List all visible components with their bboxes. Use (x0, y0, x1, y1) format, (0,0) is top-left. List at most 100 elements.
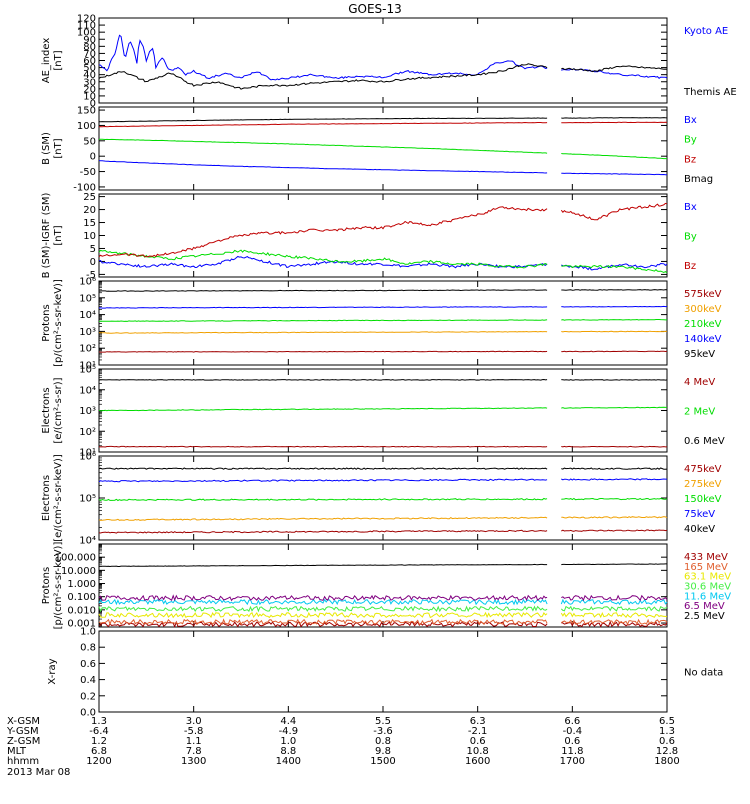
x-axis-value: 6.3 (470, 716, 486, 727)
series-line-Kyoto-AE (98, 34, 668, 81)
series-line-65-MeV (98, 594, 668, 602)
y-axis-label: Electrons (41, 475, 52, 521)
series-line-116-MeV (98, 598, 668, 606)
y-tick-label: 10⁴ (79, 310, 96, 321)
y-axis-label: Protons (41, 567, 52, 604)
y-tick-label: 0.0 (80, 708, 96, 719)
x-axis-value: -5.8 (184, 726, 204, 737)
legend-entry: 95keV (684, 349, 715, 360)
x-axis-value: 1400 (276, 756, 301, 767)
series-line-140keV (98, 305, 668, 309)
series-line-306-MeV (98, 605, 668, 613)
y-tick-label: 10⁴ (79, 536, 96, 547)
series-line-By (98, 249, 668, 274)
legend-entry: 150keV (684, 494, 722, 505)
panel-8: 0.0 0.2 0.4 0.6 0.8 1.0 X-ray No data (47, 627, 723, 719)
y-tick-label: 10² (79, 344, 96, 355)
y-axis-label: B (SM) (41, 132, 52, 165)
y-tick-label: 10⁵ (79, 494, 96, 505)
y-tick-label: -50 (80, 167, 96, 178)
x-axis-value: 1.2 (91, 736, 107, 747)
x-axis-value: 0.6 (470, 736, 486, 747)
y-tick-label: 10⁵ (79, 365, 96, 376)
y-tick-label: 50 (83, 63, 96, 74)
legend-entry: Bx (684, 115, 697, 126)
x-axis-row-label: Y-GSM (6, 726, 39, 737)
date-label: 2013 Mar 08 (7, 767, 70, 778)
series-line-2-MeV (98, 406, 668, 412)
y-tick-label: 15 (83, 218, 96, 229)
x-axis-value: 0.6 (564, 736, 580, 747)
x-axis-row-label: Z-GSM (7, 736, 40, 747)
y-tick-label: 10³ (79, 406, 96, 417)
y-tick-label: 80 (83, 42, 96, 53)
x-axis-value: 1600 (465, 756, 490, 767)
legend-entry: 575keV (684, 289, 722, 300)
y-axis-label: Protons (41, 304, 52, 341)
series-line-75keV (98, 478, 668, 483)
y-axis-label: [nT] (53, 138, 64, 158)
y-tick-label: 120 (77, 14, 96, 25)
y-axis-label: AE_index (41, 38, 52, 84)
y-tick-label: 90 (83, 35, 96, 46)
series-line-40keV (98, 467, 668, 470)
x-axis-value: -0.4 (563, 726, 583, 737)
y-tick-label: 100 (77, 121, 96, 132)
y-axis-label: [p/(cm²-s-sr-keV)] (53, 279, 64, 367)
y-tick-label: 0.8 (80, 643, 96, 654)
y-tick-label: 60 (83, 56, 96, 67)
x-axis-value: 1.1 (186, 736, 202, 747)
y-tick-label: 30 (83, 77, 96, 88)
series-line-06-MeV (98, 378, 668, 381)
y-tick-label: -5 (86, 270, 96, 281)
y-axis-label: [e/(cm²-s-sr-keV)] (53, 454, 64, 542)
y-tick-label: 0.010 (67, 605, 96, 616)
y-tick-label: 100 (77, 28, 96, 39)
legend-entry: 275keV (684, 479, 722, 490)
x-axis-value: 0.8 (375, 736, 391, 747)
x-axis-value: 1.3 (659, 726, 675, 737)
y-tick-label: 50 (83, 136, 96, 147)
x-axis-value: 0.6 (659, 736, 675, 747)
y-tick-label: 0.100 (67, 592, 96, 603)
x-axis-value: 1500 (370, 756, 395, 767)
series-line-575keV (98, 350, 668, 353)
series-line-Bz (98, 121, 668, 128)
panel-6: 10⁴ 10⁵ 10⁶ Electrons [e/(cm²-s-sr-keV)] 475k… (41, 452, 722, 547)
x-axis-value: 1.0 (280, 736, 296, 747)
series-line-210keV (98, 318, 667, 322)
y-tick-label: 10⁶ (79, 452, 96, 463)
x-axis-value: 5.5 (375, 716, 391, 727)
y-tick-label: 20 (83, 84, 96, 95)
legend-entry: 300keV (684, 304, 722, 315)
x-axis-value: -3.6 (373, 726, 393, 737)
x-axis-value: -4.9 (279, 726, 299, 737)
legend-entry: 30.6 MeV (684, 582, 731, 593)
y-tick-label: 70 (83, 49, 96, 60)
y-tick-label: 10² (79, 427, 96, 438)
legend-entry: 165 MeV (684, 562, 728, 573)
panel-7: 0.001 0.010 0.100 1.000 10.000 100.000Protons… (41, 542, 731, 630)
x-axis-value: 1700 (560, 756, 585, 767)
x-axis-value: 3.0 (186, 716, 202, 727)
y-tick-label: -100 (73, 182, 96, 193)
y-tick-label: 10 (83, 91, 96, 102)
x-axis-value: 10.8 (467, 746, 489, 757)
x-axis-value: 8.8 (280, 746, 296, 757)
y-tick-label: 0 (90, 99, 96, 110)
y-tick-label: 150 (77, 106, 96, 117)
series-line-Bx (98, 160, 667, 176)
plot-title: GOES-13 (348, 2, 402, 16)
y-tick-label: 1.0 (80, 627, 96, 638)
y-axis-label: X-ray (47, 658, 58, 684)
y-tick-label: 10⁶ (79, 277, 96, 288)
x-axis-value: 9.8 (375, 746, 391, 757)
x-axis-value: 12.8 (656, 746, 678, 757)
legend-entry: Bz (684, 261, 696, 272)
y-tick-label: 110 (77, 21, 96, 32)
y-tick-label: 100.000 (55, 553, 96, 564)
x-axis-value: 6.8 (91, 746, 107, 757)
panel-2: -100 -50 0 50 100 150 B (SM) [nT] Bx By Bz Bmag (41, 106, 713, 194)
y-tick-label: 40 (83, 70, 96, 81)
